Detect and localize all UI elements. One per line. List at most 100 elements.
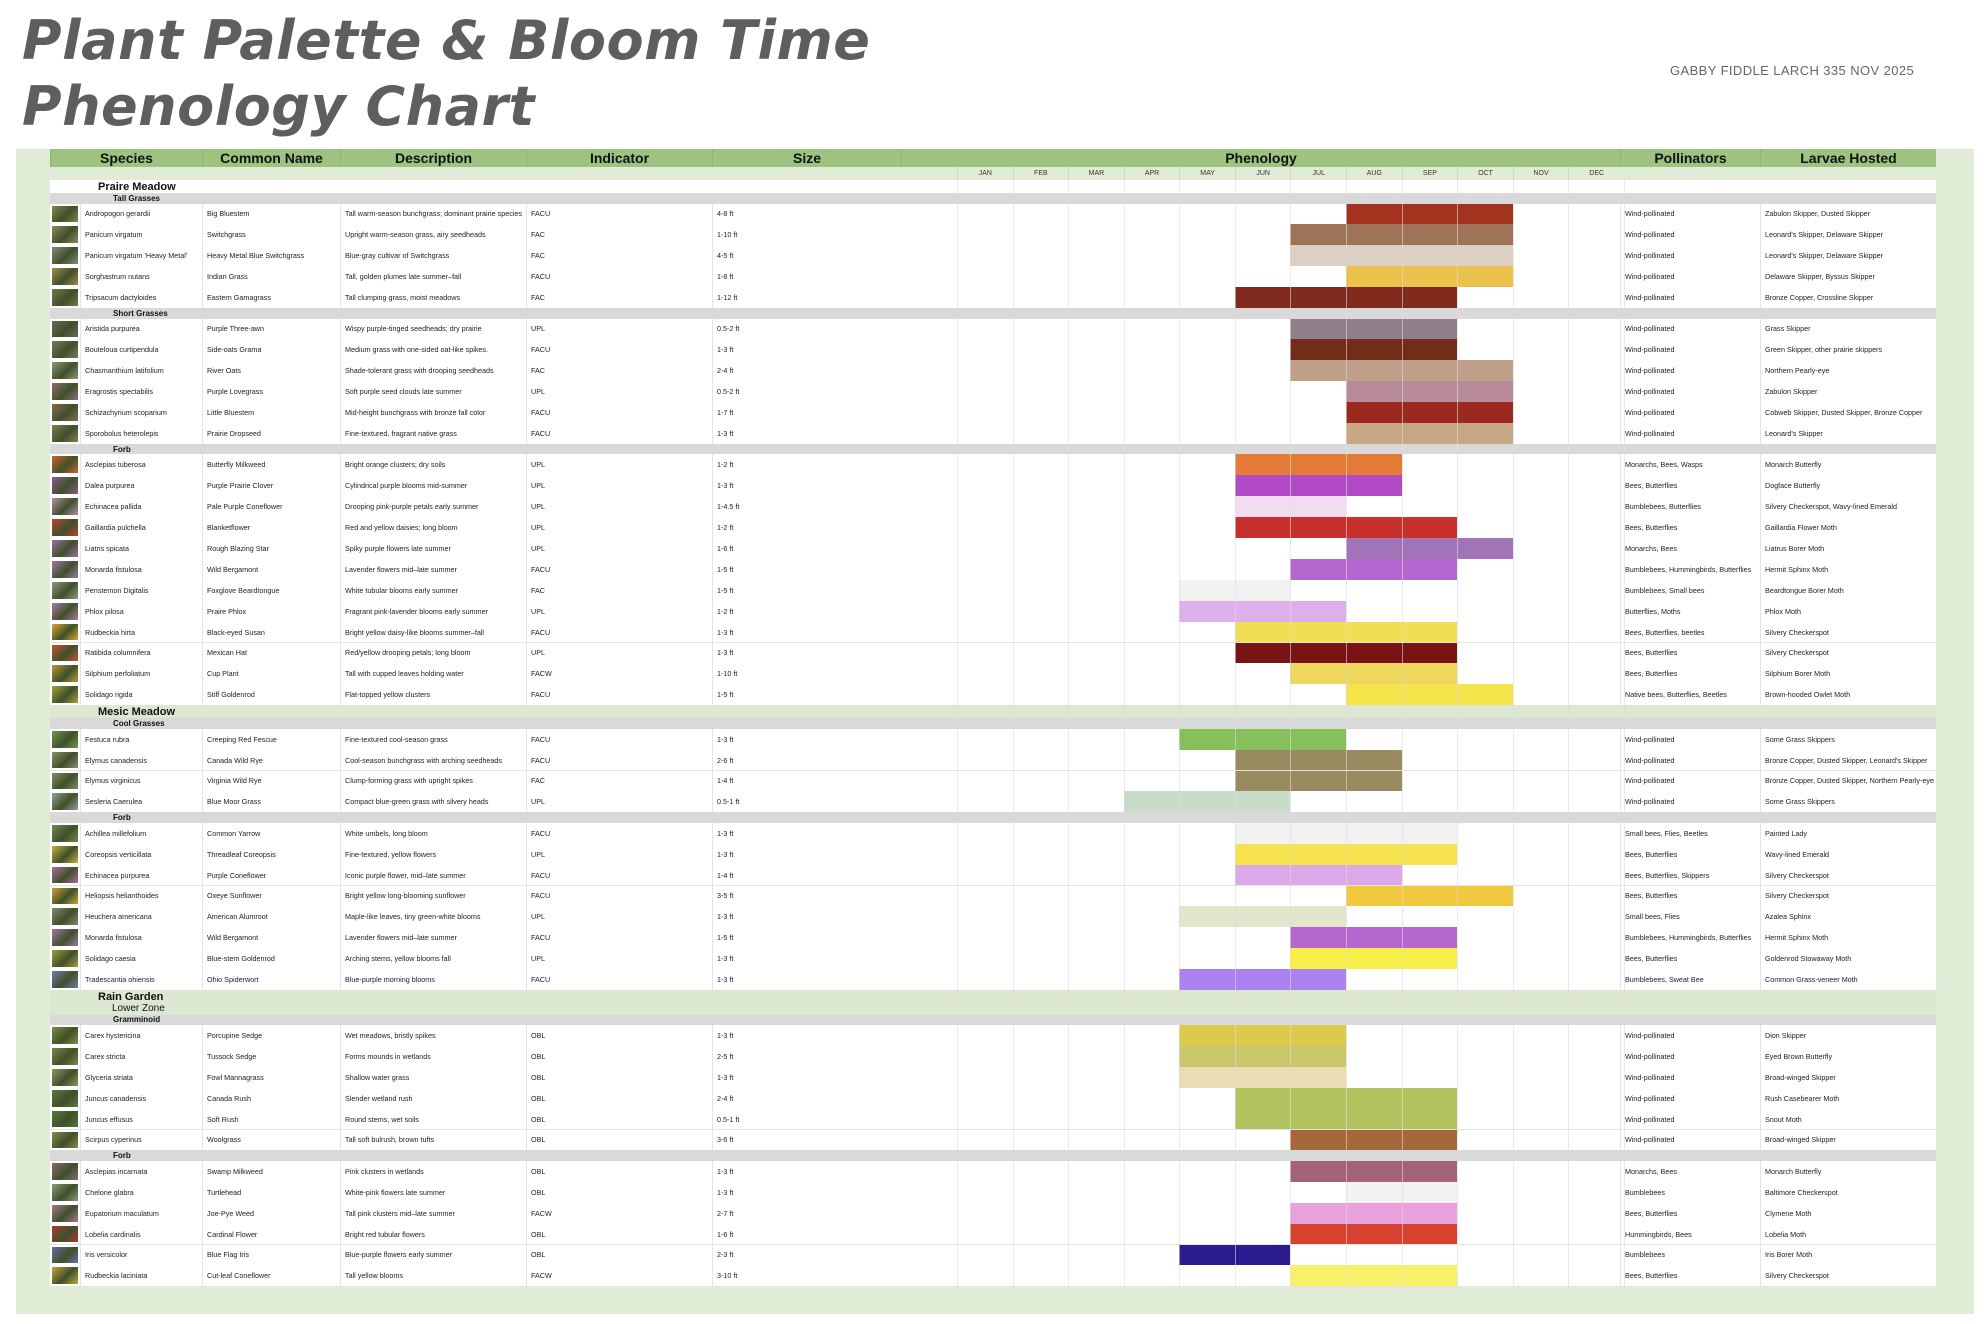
plant-row[interactable]: Schizachyrium scoparium Little Bluestem Mi…: [50, 402, 1936, 424]
plant-row[interactable]: Eragrostis spectabilis Purple Lovegrass So…: [50, 381, 1936, 404]
plant-row[interactable]: Chelone glabra Turtlehead White-pink flowe…: [50, 1181, 1936, 1204]
month-label: MAR: [1068, 167, 1124, 180]
bloom-period-bar: [1290, 318, 1458, 340]
size-cell: 1-3 ft: [712, 423, 901, 444]
plant-row[interactable]: Rudbeckia hirta Black-eyed Susan Bright ye…: [50, 621, 1936, 644]
plant-row[interactable]: Carex stricta Tussock Sedge Forms mounds i…: [50, 1045, 1936, 1068]
plant-row[interactable]: Echinacea pallida Pale Purple Coneflower D…: [50, 496, 1936, 519]
plant-row[interactable]: Andropogon gerardii Big Bluestem Tall warm…: [50, 203, 1936, 226]
plant-row[interactable]: Sesleria Caerulea Blue Moor Grass Compact …: [50, 791, 1936, 814]
plant-row[interactable]: Solidago caesia Blue-stem Goldenrod Archin…: [50, 948, 1936, 971]
plant-row[interactable]: Iris versicolor Blue Flag Iris Blue-purple…: [50, 1244, 1936, 1267]
plant-row[interactable]: Gaillardia pulchella Blanketflower Red and…: [50, 517, 1936, 539]
plant-row[interactable]: Panicum virgatum Switchgrass Upright warm-…: [50, 224, 1936, 247]
plant-photo-thumbnail: [52, 602, 78, 620]
species-cell: Silphium perfoliatum: [80, 663, 202, 685]
plant-row[interactable]: Monarda fistulosa Wild Bergamont Lavender …: [50, 558, 1936, 581]
size-cell: 1-3 ft: [712, 906, 901, 928]
larvae-hosted-cell: Zabulon Skipper, Dusted Skipper: [1760, 203, 1936, 225]
species-cell: Sporobolus heterolepis: [80, 423, 202, 444]
plant-row[interactable]: Asclepias tuberosa Butterfly Milkweed Brig…: [50, 454, 1936, 477]
plant-row[interactable]: Eupatorium maculatum Joe-Pye Weed Tall pin…: [50, 1202, 1936, 1225]
plant-photo-thumbnail: [52, 1089, 78, 1107]
plant-row[interactable]: Carex hystericina Porcupine Sedge Wet mead…: [50, 1025, 1936, 1047]
common-name-cell: Creeping Red Fescue: [202, 728, 340, 750]
plant-row[interactable]: Asclepias incarnata Swamp Milkweed Pink cl…: [50, 1160, 1936, 1183]
plant-row[interactable]: Echinacea purpurea Purple Coneflower Iconi…: [50, 864, 1936, 887]
description-cell: Blue-gray cultivar of Switchgrass: [340, 245, 526, 267]
plant-row[interactable]: Solidago rigida Stiff Goldenrod Flat-toppe…: [50, 684, 1936, 707]
section-group-row: Mesic Meadow: [50, 705, 1936, 719]
size-cell: 1-2 ft: [712, 600, 901, 622]
pollinators-cell: Wind-pollinated: [1620, 770, 1760, 792]
plant-photo-thumbnail: [52, 320, 78, 338]
bloom-period-bar: [1179, 1066, 1347, 1088]
plant-row[interactable]: Phlox pilosa Praire Phlox Fragrant pink-la…: [50, 600, 1936, 623]
indicator-cell: FACU: [526, 927, 712, 949]
plant-row[interactable]: Coreopsis verticillata Threadleaf Coreops…: [50, 843, 1936, 866]
plant-photo-thumbnail: [52, 751, 78, 769]
plant-row[interactable]: Glyceria striata Fowl Mannagrass Shallow w…: [50, 1066, 1936, 1089]
size-cell: 0.5-1 ft: [712, 791, 901, 813]
header-size[interactable]: Size: [712, 149, 901, 167]
description-cell: Bright red tubular flowers: [340, 1223, 526, 1245]
description-cell: White tubular blooms early summer: [340, 579, 526, 601]
description-cell: Wet meadows, bristly spikes: [340, 1025, 526, 1046]
description-cell: Tall yellow blooms: [340, 1265, 526, 1287]
plant-row[interactable]: Lobelia cardinalis Cardinal Flower Bright …: [50, 1223, 1936, 1246]
common-name-cell: Turtlehead: [202, 1181, 340, 1203]
header-larvae-hosted[interactable]: Larvae Hosted: [1760, 149, 1936, 167]
larvae-hosted-cell: Monarch Butterfly: [1760, 1160, 1936, 1182]
plant-row[interactable]: Silphium perfoliatum Cup Plant Tall with c…: [50, 663, 1936, 686]
size-cell: 1-5 ft: [712, 579, 901, 601]
plant-row[interactable]: Elymus canadensis Canada Wild Rye Cool-sea…: [50, 749, 1936, 772]
plant-photo-thumbnail: [52, 456, 78, 474]
species-cell: Festuca rubra: [80, 728, 202, 750]
header-pollinators[interactable]: Pollinators: [1620, 149, 1760, 167]
header-description[interactable]: Description: [340, 149, 526, 167]
pollinators-cell: Bumblebees: [1620, 1181, 1760, 1203]
plant-row[interactable]: Rudbeckia laciniata Cut-leaf Coneflower Ta…: [50, 1265, 1936, 1288]
bloom-period-bar: [1290, 558, 1458, 580]
header-indicator[interactable]: Indicator: [526, 149, 712, 167]
size-cell: 1-3 ft: [712, 475, 901, 497]
plant-row[interactable]: Elymus virginicus Virginia Wild Rye Clump-…: [50, 770, 1936, 793]
plant-row[interactable]: Juncus effusus Soft Rush Round stems, wet …: [50, 1108, 1936, 1131]
description-cell: Bright orange clusters; dry soils: [340, 454, 526, 476]
plant-row[interactable]: Monarda fistulosa Wild Bergamont Lavender …: [50, 927, 1936, 950]
larvae-hosted-cell: Bronze Copper, Dusted Skipper, Northern …: [1760, 770, 1936, 792]
plant-row[interactable]: Heuchera americana American Alumroot Maple…: [50, 906, 1936, 929]
plant-photo-thumbnail: [52, 950, 78, 968]
plant-row[interactable]: Sporobolus heterolepis Prairie Dropseed Fi…: [50, 423, 1936, 445]
plant-row[interactable]: Aristida purpurea Purple Three-awn Wispy p…: [50, 318, 1936, 341]
plant-row[interactable]: Bouteloua curtipendula Side-oats Grama Med…: [50, 339, 1936, 362]
plant-row[interactable]: Chasmanthium latifolium River Oats Shade-t…: [50, 360, 1936, 383]
plant-row[interactable]: Tradescantia ohiensis Ohio Spiderwort Blue…: [50, 969, 1936, 991]
plant-row[interactable]: Ratibida columnifera Mexican Hat Red/yello…: [50, 642, 1936, 665]
plant-row[interactable]: Dalea purpurea Purple Prairie Clover Cylin…: [50, 475, 1936, 498]
subsection-label: Short Grasses: [113, 308, 168, 318]
plant-row[interactable]: Panicum virgatum 'Heavy Metal' Heavy Meta…: [50, 245, 1936, 268]
indicator-cell: FACU: [526, 749, 712, 771]
plant-photo-thumbnail: [52, 425, 78, 442]
header-phenology[interactable]: Phenology: [901, 149, 1620, 167]
size-cell: 1-3 ft: [712, 642, 901, 664]
plant-row[interactable]: Juncus canadensis Canada Rush Slender wetl…: [50, 1087, 1936, 1110]
description-cell: Soft purple seed clouds late summer: [340, 381, 526, 403]
description-cell: Iconic purple flower, mid–late summer: [340, 864, 526, 886]
larvae-hosted-cell: Hermit Sphinx Moth: [1760, 927, 1936, 949]
plant-row[interactable]: Liatris spicata Rough Blazing Star Spiky p…: [50, 538, 1936, 560]
species-cell: Andropogon gerardii: [80, 203, 202, 225]
plant-row[interactable]: Achillea millefolium Common Yarrow White u…: [50, 822, 1936, 845]
plant-row[interactable]: Tripsacum dactyloides Eastern Gamagrass Ta…: [50, 287, 1936, 309]
plant-row[interactable]: Scirpus cyperinus Woolgrass Tall soft bulr…: [50, 1129, 1936, 1152]
header-species[interactable]: Species: [50, 149, 202, 167]
species-cell: Sorghastrum nutans: [80, 266, 202, 288]
plant-row[interactable]: Penstemon Digitalis Foxglove Beardtongue W…: [50, 579, 1936, 602]
plant-row[interactable]: Festuca rubra Creeping Red Fescue Fine-tex…: [50, 728, 1936, 751]
plant-row[interactable]: Sorghastrum nutans Indian Grass Tall, gold…: [50, 266, 1936, 289]
plant-row[interactable]: Heliopsis helianthoides Oxeye Sunflower Br…: [50, 885, 1936, 908]
header-common-name[interactable]: Common Name: [202, 149, 340, 167]
plant-photo-thumbnail: [52, 793, 78, 811]
larvae-hosted-cell: Silvery Checkerspot: [1760, 885, 1936, 907]
